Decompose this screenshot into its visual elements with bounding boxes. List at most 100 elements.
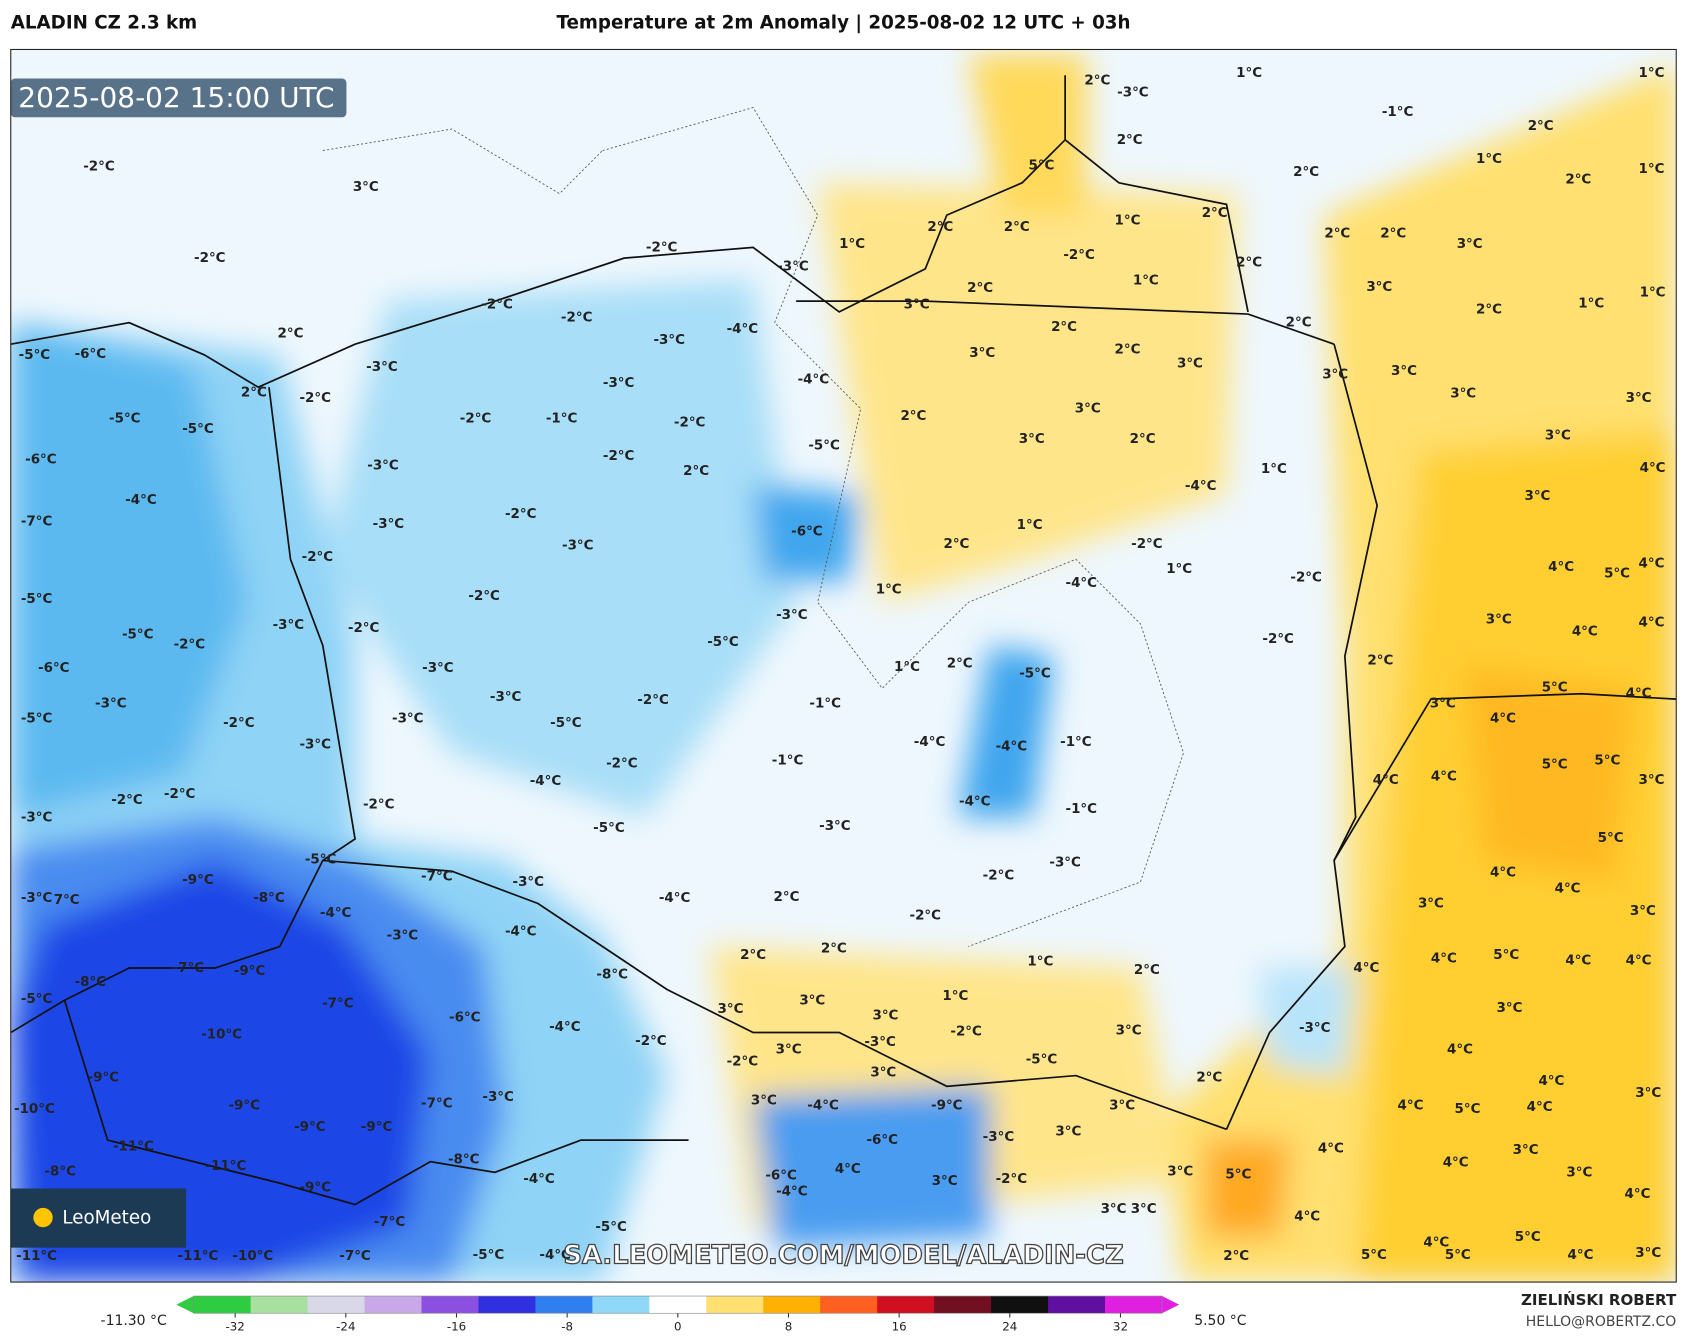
contour-label: 2°C xyxy=(740,948,766,963)
logo-text: LeoMeteo xyxy=(62,1208,151,1229)
contour-label: -9°C xyxy=(228,1099,260,1114)
contour-label: -7°C xyxy=(421,870,453,885)
contour-label: 2°C xyxy=(967,281,993,296)
contour-label: 3°C xyxy=(1486,613,1512,628)
contour-label: -2°C xyxy=(603,449,635,464)
contour-label: -2°C xyxy=(164,787,196,802)
contour-label: -3°C xyxy=(490,690,522,705)
contour-label: 2°C xyxy=(1130,432,1156,447)
contour-label: -5°C xyxy=(182,422,214,437)
contour-label: 4°C xyxy=(1373,773,1399,788)
valid-time: 2025-08-02 15:00 UTC xyxy=(18,81,334,114)
colorbar-max: 5.50 °C xyxy=(1194,1313,1246,1329)
contour-label: -5°C xyxy=(21,711,53,726)
contour-label: -1°C xyxy=(1060,735,1092,750)
contour-label: -7°C xyxy=(421,1097,453,1112)
contour-label: 1°C xyxy=(1027,955,1053,970)
contour-label: 3°C xyxy=(799,993,825,1008)
contour-label: 3°C xyxy=(776,1043,802,1058)
contour-label: 3°C xyxy=(904,297,930,312)
contour-label: -4°C xyxy=(659,891,691,906)
contour-label: -4°C xyxy=(807,1099,839,1114)
contour-label: -9°C xyxy=(931,1099,963,1114)
contour-label: -3°C xyxy=(387,929,419,944)
contour-label: -2°C xyxy=(635,1034,667,1049)
colorbar-segment xyxy=(649,1296,707,1314)
contour-label: 2°C xyxy=(1528,119,1554,134)
colorbar-segment xyxy=(763,1296,821,1314)
contour-label: -2°C xyxy=(299,391,331,406)
colorbar-segment xyxy=(934,1296,992,1314)
contour-label: -5°C xyxy=(122,628,154,643)
anomaly-field xyxy=(10,53,1677,1283)
contour-label: -2°C xyxy=(505,507,537,522)
contour-label: -3°C xyxy=(1299,1021,1331,1036)
contour-label: 2°C xyxy=(1380,226,1406,241)
contour-label: -3°C xyxy=(21,810,53,825)
contour-label: -3°C xyxy=(273,618,305,633)
contour-label: 4°C xyxy=(1398,1099,1424,1114)
contour-label: -3°C xyxy=(366,360,398,375)
contour-label: -4°C xyxy=(959,794,991,809)
contour-label: -2°C xyxy=(996,1172,1028,1187)
contour-label: 3°C xyxy=(872,1008,898,1023)
contour-label: -2°C xyxy=(194,251,226,266)
contour-label: 2°C xyxy=(1004,220,1030,235)
contour-label: -11°C xyxy=(178,1249,219,1264)
contour-label: 3°C xyxy=(1322,367,1348,382)
contour-label: 5°C xyxy=(1542,680,1568,695)
contour-label: 2°C xyxy=(1202,206,1228,221)
contour-label: -4°C xyxy=(530,774,562,789)
contour-label: 2°C xyxy=(943,537,969,552)
contour-label: 3°C xyxy=(932,1174,958,1189)
contour-label: -1°C xyxy=(772,753,804,768)
contour-label: 4°C xyxy=(1572,624,1598,639)
contour-label: 3°C xyxy=(1116,1023,1142,1038)
colorbar-segment xyxy=(1105,1296,1163,1314)
contour-label: -4°C xyxy=(996,739,1028,754)
contour-label: 2°C xyxy=(1115,343,1141,358)
contour-label: 1°C xyxy=(1133,274,1159,289)
contour-label: 2°C xyxy=(927,220,953,235)
contour-label: -9°C xyxy=(234,964,266,979)
contour-label: -4°C xyxy=(320,906,352,921)
logo-sun xyxy=(33,1207,53,1228)
contour-label: 3°C xyxy=(1418,896,1444,911)
contour-labels: -2°C 3°C -2°C -2°C -3°C 1°C 2°C 2°C 2°C 3°C -2°C -2… xyxy=(14,66,1666,1264)
colorbar-tick-label: 24 xyxy=(1002,1320,1017,1334)
contour-label: 4°C xyxy=(1639,616,1665,631)
contour-label: -9°C xyxy=(361,1120,393,1135)
contour-label: -2°C xyxy=(646,240,678,255)
contour-label: -2°C xyxy=(468,589,500,604)
contour-label: 3°C xyxy=(1457,237,1483,252)
contour-label: -5°C xyxy=(305,852,337,867)
contour-label: 3°C xyxy=(751,1093,777,1108)
contour-label: 2°C xyxy=(1134,963,1160,978)
contour-label: 2°C xyxy=(1286,316,1312,331)
contour-label: 2°C xyxy=(1565,173,1591,188)
contour-label: 5°C xyxy=(1361,1248,1387,1263)
contour-label: -3°C xyxy=(603,376,635,391)
contour-label: -2°C xyxy=(348,621,380,636)
contour-label: -2°C xyxy=(481,297,513,312)
contour-label: 4°C xyxy=(1565,953,1591,968)
contour-label: 2°C xyxy=(683,464,709,479)
colorbar-segment xyxy=(421,1296,480,1314)
contour-label: 3°C xyxy=(1635,1246,1661,1261)
contour-label: -5°C xyxy=(808,438,840,453)
contour-label: 3°C xyxy=(1635,1086,1661,1101)
model-name: ALADIN CZ 2.3 km xyxy=(11,13,197,34)
contour-label: -1°C xyxy=(1066,802,1098,817)
contour-label: 4°C xyxy=(1626,953,1652,968)
contour-label: -11°C xyxy=(16,1249,57,1264)
contour-label: 1°C xyxy=(1261,462,1287,477)
zero-contours xyxy=(322,107,1184,947)
contour-label: -4°C xyxy=(549,1020,581,1035)
contour-label: -10°C xyxy=(232,1249,273,1264)
contour-label: 4°C xyxy=(1490,711,1516,726)
contour-label: 3°C xyxy=(1513,1143,1539,1158)
contour-label: 4°C xyxy=(1490,865,1516,880)
contour-label: 4°C xyxy=(1625,1187,1651,1202)
contour-label: 3°C xyxy=(1366,280,1392,295)
